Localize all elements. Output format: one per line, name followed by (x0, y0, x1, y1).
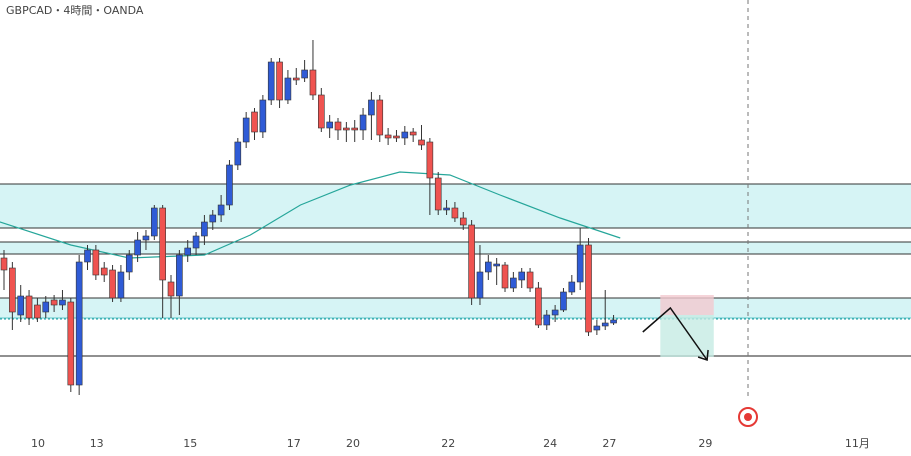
arrow (642, 306, 708, 361)
candle-body (209, 214, 217, 223)
candle-body (242, 117, 250, 143)
candle-body (284, 77, 292, 101)
candle-body (125, 254, 133, 273)
candle-body (368, 99, 375, 116)
candle-body (276, 61, 283, 101)
candle-body (418, 139, 425, 146)
candle-body (167, 281, 175, 297)
candle-body (610, 319, 617, 324)
zone (0, 184, 911, 228)
candle-body (343, 127, 350, 131)
candle-body (501, 264, 509, 289)
candle-body (393, 135, 400, 139)
arrow-head (697, 349, 709, 362)
candle-body (151, 207, 158, 237)
x-tick-label: 17 (287, 437, 301, 450)
candle-body (251, 111, 258, 133)
candle-body (201, 221, 208, 237)
candle-body (50, 299, 58, 306)
candle-body (401, 131, 409, 139)
candle-body (142, 235, 150, 241)
candle-body (476, 271, 484, 299)
candle-body (568, 281, 576, 293)
candle-body (601, 322, 609, 327)
candle-body (426, 141, 434, 179)
candle-body (292, 77, 300, 81)
zone (0, 298, 911, 318)
candle-body (192, 235, 200, 249)
candle-body (535, 287, 542, 326)
candle-body (176, 254, 183, 297)
candle-body (576, 244, 584, 283)
x-tick-label: 10 (31, 437, 45, 450)
candle-body (0, 257, 8, 271)
candle-body (384, 134, 392, 139)
candle-body (67, 301, 75, 386)
candle-body (459, 217, 467, 226)
candle-body (259, 99, 267, 133)
candle-body (92, 249, 100, 276)
candle-body (560, 291, 567, 311)
candle-body (309, 69, 317, 96)
candle-body (434, 177, 442, 211)
event-icon-dot (744, 413, 753, 421)
candle-body (485, 261, 492, 273)
candle-body (84, 249, 91, 263)
candle-body (117, 271, 125, 299)
candle-body (326, 121, 333, 129)
candle-body (159, 207, 166, 281)
chart-title: GBPCAD・4時間・OANDA (6, 4, 144, 17)
stop-zone (660, 295, 714, 315)
candle-body (226, 164, 233, 206)
candle-body (409, 131, 417, 136)
candle-body (267, 61, 275, 101)
candle-body (359, 114, 367, 131)
candle-body (376, 99, 384, 136)
x-tick-label: 11月 (845, 437, 870, 450)
candle-body (551, 309, 559, 316)
x-tick-label: 15 (183, 437, 197, 450)
candle-body (443, 207, 450, 211)
candle-body (585, 244, 592, 333)
candle-body (9, 267, 16, 313)
x-tick-label: 24 (543, 437, 557, 450)
candle-body (301, 69, 308, 79)
candle-body (17, 295, 25, 316)
candle-body (526, 271, 534, 289)
candle-body (510, 277, 517, 289)
candle-body (109, 269, 116, 299)
x-tick-label: 20 (346, 437, 360, 450)
candle-body (468, 224, 475, 299)
x-tick-label: 27 (602, 437, 616, 450)
x-tick-label: 13 (90, 437, 104, 450)
candle-body (518, 271, 526, 281)
candle-body (318, 94, 325, 129)
candle-body (334, 121, 342, 131)
target-zone (660, 315, 714, 357)
candle-body (75, 261, 83, 386)
candle-body (59, 299, 66, 306)
candle-body (451, 207, 459, 219)
candle-body (593, 325, 601, 331)
candle-body (234, 141, 242, 166)
candle-body (217, 204, 225, 216)
x-tick-label: 22 (441, 437, 455, 450)
candle-body (25, 295, 33, 319)
x-tick-label: 29 (698, 437, 712, 450)
candle-body (543, 314, 551, 326)
candle-body (184, 247, 192, 256)
candle-body (42, 301, 50, 313)
candle-body (134, 239, 141, 256)
candle-body (34, 304, 41, 319)
candle-body (100, 267, 108, 276)
candle-body (493, 263, 500, 267)
candle-body (351, 127, 359, 131)
